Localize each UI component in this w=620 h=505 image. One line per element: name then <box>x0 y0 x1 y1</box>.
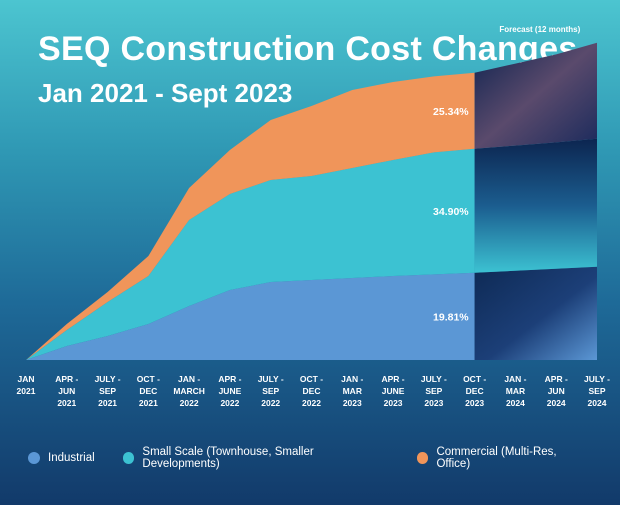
legend-item-industrial: Industrial <box>28 452 95 464</box>
x-tick-label: JULY -SEP 2022 <box>258 374 284 408</box>
x-tick-label: JAN -MAR 2024 <box>504 374 526 408</box>
x-tick-label: JAN -MARCH 2022 <box>173 374 205 408</box>
legend-swatch-small-scale <box>122 452 135 464</box>
area-industrial <box>26 272 475 360</box>
chart-title: SEQ Construction Cost Changes <box>38 30 578 68</box>
series-labels-group: 19.81% 34.90% 25.34% Forecast (12 months) <box>433 25 581 324</box>
legend: Industrial Small Scale (Townhouse, Small… <box>28 446 618 470</box>
forecast-label: Forecast (12 months) <box>499 25 580 34</box>
x-tick-label: APR -JUNE 2023 <box>382 374 405 408</box>
chart-subtitle: Jan 2021 - Sept 2023 <box>38 78 293 108</box>
legend-swatch-industrial <box>28 452 40 464</box>
x-tick-label: OCT -DEC 2021 <box>137 374 160 408</box>
x-tick-label: APR -JUNE 2022 <box>218 374 241 408</box>
forecast-area-industrial <box>474 266 597 360</box>
x-tick-label: OCT -DEC 2022 <box>300 374 323 408</box>
area-commercial <box>26 72 475 361</box>
legend-label-small-scale: Small Scale (Townhouse, Smaller Developm… <box>142 446 314 470</box>
x-tick-label: APR -JUN 2021 <box>55 374 78 408</box>
forecast-area-commercial <box>474 42 597 149</box>
data-label-commercial: 25.34% <box>433 106 469 118</box>
legend-swatch-commercial <box>416 452 429 464</box>
legend-label-commercial: Commercial (Multi-Res, Office) <box>436 446 557 470</box>
x-axis-ticks: JAN 2021 APR -JUN 2021 JULY -SEP 2021 OCT -DEC… <box>17 374 611 408</box>
forecast-group <box>474 42 597 360</box>
x-tick-label: JULY -SEP 2023 <box>421 374 447 408</box>
x-tick-label: JAN 2021 <box>17 374 36 396</box>
legend-item-commercial: Commercial (Multi-Res, Office) <box>416 446 590 470</box>
areas-group <box>26 72 475 361</box>
legend-label-industrial: Industrial <box>48 452 95 464</box>
x-tick-label: JAN -MAR 2023 <box>341 374 363 408</box>
legend-item-small-scale: Small Scale (Townhouse, Smaller Developm… <box>122 446 389 470</box>
x-tick-label: JULY -SEP 2024 <box>584 374 610 408</box>
x-tick-label: OCT -DEC 2023 <box>463 374 486 408</box>
data-label-small-scale: 34.90% <box>433 206 469 218</box>
area-small-scale <box>26 148 475 360</box>
x-tick-label: JULY -SEP 2021 <box>95 374 121 408</box>
forecast-area-small-scale <box>474 138 597 273</box>
x-tick-label: APR -JUN 2024 <box>545 374 568 408</box>
data-label-industrial: 19.81% <box>433 311 469 323</box>
